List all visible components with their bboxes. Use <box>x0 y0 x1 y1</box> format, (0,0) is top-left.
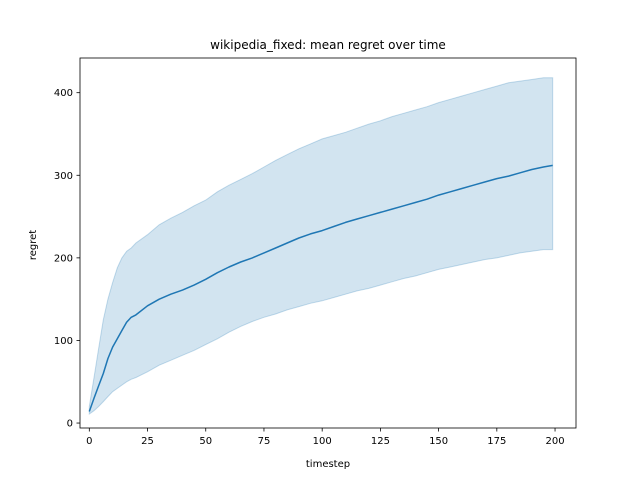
x-axis-label: timestep <box>306 459 350 470</box>
x-tick-label: 25 <box>141 436 154 447</box>
x-tick-label: 50 <box>199 436 212 447</box>
y-tick-label: 300 <box>54 171 73 182</box>
x-tick-label: 0 <box>86 436 92 447</box>
y-tick-label: 200 <box>54 253 73 264</box>
x-tick-label: 175 <box>487 436 506 447</box>
x-tick-label: 150 <box>429 436 448 447</box>
y-tick-label: 100 <box>54 336 73 347</box>
y-tick-label: 0 <box>67 419 73 430</box>
confidence-band <box>88 77 554 415</box>
plot-area: 0 25 50 75 100 125 150 175 200 0 100 200 300 400 <box>54 57 577 447</box>
y-tick-label: 400 <box>54 88 73 99</box>
chart-title: wikipedia_fixed: mean regret over time <box>210 38 446 52</box>
mean-regret-line <box>88 164 553 412</box>
axes-frame <box>79 57 577 429</box>
x-tick-label: 200 <box>545 436 564 447</box>
x-tick-label: 125 <box>371 436 390 447</box>
x-tick-label: 75 <box>258 436 271 447</box>
x-tick-label: 100 <box>313 436 332 447</box>
y-axis-label: regret <box>28 230 39 260</box>
